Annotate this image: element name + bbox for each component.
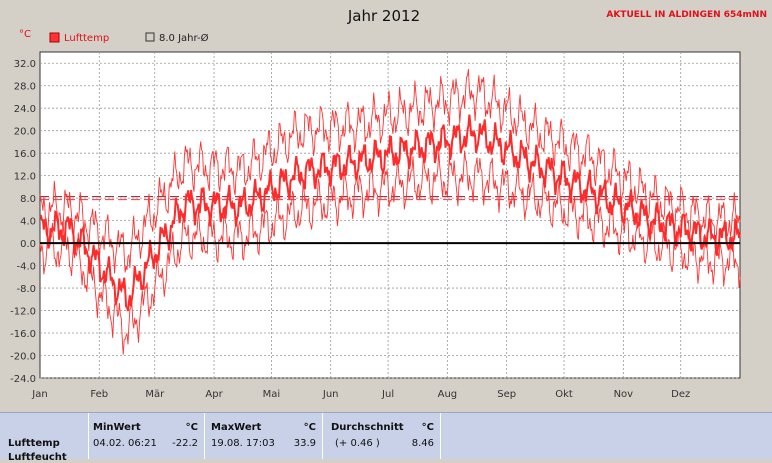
max-unit: °C	[303, 422, 316, 433]
y-tick-label: 12.0	[14, 172, 36, 183]
x-tick-label: Nov	[614, 389, 634, 400]
stats-label-cell: Lufttemp Luftfeucht	[0, 413, 89, 463]
legend-swatch-average	[145, 32, 155, 42]
stats-min-cell: MinWert °C 04.02. 06:21 -22.2	[89, 413, 205, 459]
legend-label-average: 8.0 Jahr-Ø	[159, 32, 209, 44]
y-tick-label: 8.0	[20, 194, 36, 205]
avg-header: Durchschnitt	[331, 422, 404, 433]
y-tick-label: 16.0	[14, 149, 36, 160]
x-tick-label: Feb	[90, 389, 108, 400]
x-tick-label: Jun	[322, 389, 339, 400]
min-header: MinWert	[93, 422, 141, 433]
min-datetime: 04.02. 06:21	[93, 438, 157, 449]
y-tick-label: -8.0	[16, 284, 36, 295]
avg-value: 8.46	[411, 438, 434, 449]
stats-row-label: Lufttemp	[8, 438, 60, 449]
y-tick-label: -12.0	[10, 307, 36, 318]
y-tick-label: 4.0	[20, 217, 36, 228]
x-tick-label: Sep	[497, 389, 516, 400]
min-unit: °C	[185, 422, 198, 433]
x-tick-label: Apr	[205, 389, 223, 400]
x-tick-label: Mär	[145, 389, 165, 400]
x-tick-label: Jan	[31, 389, 47, 400]
stats-avg-cell: Durchschnitt °C (+ 0.46 ) 8.46	[323, 413, 441, 459]
min-value: -22.2	[172, 438, 198, 449]
y-tick-label: 32.0	[14, 59, 36, 70]
max-datetime: 19.08. 17:03	[211, 438, 275, 449]
y-tick-label: -4.0	[16, 262, 36, 273]
y-tick-label: -20.0	[10, 352, 36, 363]
legend-label-lufttemp: Lufttemp	[64, 33, 109, 44]
y-tick-label: 28.0	[14, 82, 36, 93]
stats-panel: Lufttemp Luftfeucht MinWert °C 04.02. 06…	[0, 412, 772, 463]
x-tick-label: Aug	[438, 389, 458, 400]
y-tick-label: 24.0	[14, 104, 36, 115]
y-tick-label: -16.0	[10, 329, 36, 340]
x-tick-label: Okt	[555, 389, 573, 400]
legend-swatch-lufttemp	[49, 32, 60, 43]
avg-unit: °C	[421, 422, 434, 433]
max-header: MaxWert	[211, 422, 262, 433]
chart-title: Jahr 2012	[347, 7, 420, 25]
x-tick-label: Jul	[381, 389, 394, 400]
stats-max-cell: MaxWert °C 19.08. 17:03 33.9	[205, 413, 323, 459]
x-tick-label: Mai	[263, 389, 281, 400]
max-value: 33.9	[293, 438, 316, 449]
y-unit-label: °C	[19, 29, 31, 40]
avg-diff: (+ 0.46 )	[335, 438, 380, 449]
station-label: AKTUELL IN ALDINGEN 654mNN	[606, 10, 767, 20]
series-line-max	[39, 68, 741, 274]
chart: Jahr 2012 AKTUELL IN ALDINGEN 654mNN °C …	[10, 7, 767, 400]
y-tick-label: 0.0	[20, 239, 36, 250]
y-tick-label: -24.0	[10, 374, 36, 385]
y-tick-label: 20.0	[14, 127, 36, 138]
x-tick-label: Dez	[671, 389, 690, 400]
series-line-mean	[39, 114, 741, 312]
